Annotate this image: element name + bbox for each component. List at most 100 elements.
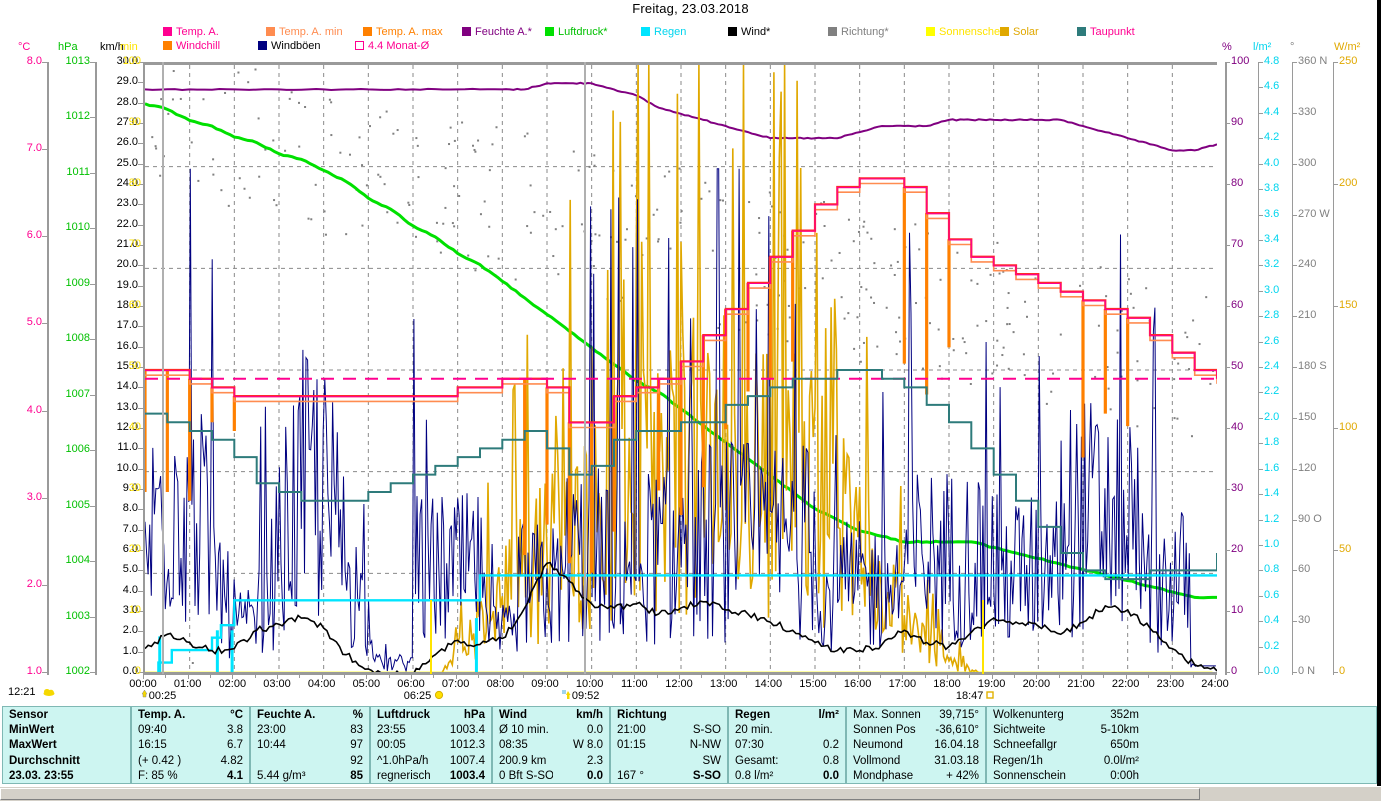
x-tick-label: 13:00 bbox=[709, 678, 738, 690]
table-cell-value: 6.7 bbox=[227, 739, 243, 752]
rain-axis-tick bbox=[1258, 163, 1263, 165]
direction-axis-tick-label: 210 bbox=[1298, 309, 1317, 322]
legend-luftdruck[interactable]: Luftdruck* bbox=[545, 26, 608, 39]
wind-axis-tick bbox=[138, 448, 143, 450]
wind-axis-tick-label: 6.0 bbox=[122, 543, 138, 555]
horizontal-scrollbar[interactable] bbox=[0, 786, 1381, 801]
direction-scatter-point bbox=[417, 176, 420, 179]
rain-axis-tick bbox=[1258, 112, 1263, 114]
direction-scatter-point bbox=[969, 382, 972, 385]
legend-taupunkt[interactable]: Taupunkt bbox=[1077, 26, 1135, 39]
direction-scatter-point bbox=[893, 228, 896, 231]
direction-scatter-point bbox=[616, 240, 619, 243]
direction-scatter-point bbox=[1136, 425, 1139, 428]
clock-time: 12:21 bbox=[8, 686, 36, 698]
wind-axis-tick bbox=[138, 387, 143, 389]
table-cell-value: 31.03.18 bbox=[934, 754, 979, 767]
direction-scatter-point bbox=[298, 145, 301, 148]
x-minor-tick bbox=[656, 675, 658, 678]
table-cell-label: 0 Bft S-SO bbox=[499, 770, 553, 783]
solar-axis-tick bbox=[1333, 428, 1338, 429]
pressure-axis-tick bbox=[90, 505, 95, 507]
wind-axis-tick-label: 18.0 bbox=[116, 299, 138, 311]
legend-temp-a-max[interactable]: Temp. A. max bbox=[363, 26, 443, 39]
table-row: 16:15 6.7 bbox=[132, 738, 249, 753]
rain-axis-tick-label: 4.2 bbox=[1264, 131, 1280, 144]
table-cell-label: Feuchte A. bbox=[257, 708, 316, 721]
scrollbar-thumb[interactable] bbox=[0, 788, 1200, 800]
pressure-axis-tick-label: 1010 bbox=[65, 221, 90, 234]
legend-monat-mittel[interactable]: 4.4 Monat-Ø bbox=[355, 40, 429, 53]
legend-temp-a[interactable]: Temp. A. bbox=[163, 26, 219, 39]
direction-scatter-point bbox=[770, 205, 773, 208]
x-minor-tick bbox=[1192, 675, 1194, 678]
rain-axis-tick-label: 1.6 bbox=[1264, 461, 1280, 474]
direction-scatter-point bbox=[786, 248, 789, 251]
sun-event-marker-line bbox=[981, 600, 984, 674]
wind-axis-tick bbox=[138, 529, 143, 531]
table-cell-label: 09:40 bbox=[138, 724, 167, 737]
x-tick bbox=[1081, 675, 1082, 679]
legend-richtung[interactable]: Richtung* bbox=[828, 26, 889, 39]
x-minor-tick bbox=[210, 675, 211, 678]
direction-scatter-point bbox=[1008, 323, 1011, 326]
rain-axis-tick bbox=[1258, 621, 1263, 623]
legend-regen[interactable]: Regen bbox=[641, 26, 686, 39]
direction-scatter-point bbox=[162, 155, 165, 158]
solar-axis-tick-label: 200 bbox=[1339, 177, 1358, 189]
solar-axis-tick bbox=[1333, 672, 1338, 673]
x-tick-label: 14:00 bbox=[754, 678, 783, 690]
direction-scatter-point bbox=[386, 211, 389, 214]
direction-scatter-point bbox=[830, 259, 833, 262]
direction-scatter-point bbox=[348, 153, 351, 156]
table-column-misc: Wolkenunterg 352m Sichtweite 5-10km Schneefa… bbox=[987, 707, 1376, 783]
direction-scatter-point bbox=[1002, 346, 1005, 349]
direction-scatter-point bbox=[989, 273, 992, 276]
humidity-axis-tick bbox=[1225, 367, 1230, 368]
direction-scatter-point bbox=[439, 251, 442, 254]
direction-scatter-point bbox=[580, 223, 583, 226]
direction-axis-tick-label: 30 bbox=[1298, 614, 1311, 627]
x-tick-label: 17:00 bbox=[888, 678, 917, 690]
wind-axis-tick bbox=[138, 651, 143, 653]
direction-axis-axis-line bbox=[1292, 62, 1293, 675]
rain-axis-tick bbox=[1258, 443, 1263, 445]
direction-scatter-point bbox=[678, 167, 681, 170]
chart-plot-area[interactable] bbox=[143, 62, 1217, 675]
legend-solar[interactable]: Solar bbox=[1000, 26, 1039, 39]
direction-scatter-point bbox=[893, 273, 896, 276]
legend-temp-a-min[interactable]: Temp. A. min bbox=[266, 26, 343, 39]
table-cell-label: F: 85 % bbox=[138, 770, 178, 783]
sunshine-axis-tick-label: 60 bbox=[128, 299, 141, 311]
table-row: 07:30 0.2 bbox=[729, 738, 845, 753]
legend-wind[interactable]: Wind* bbox=[728, 26, 770, 39]
humidity-axis-tick-label: 70 bbox=[1231, 238, 1244, 250]
direction-scatter-point bbox=[212, 158, 215, 161]
direction-scatter-point bbox=[171, 98, 174, 101]
x-minor-tick bbox=[701, 675, 703, 678]
direction-scatter-point bbox=[1186, 336, 1189, 339]
direction-scatter-point bbox=[154, 145, 157, 148]
legend-sonnenschein[interactable]: Sonnenschein bbox=[926, 26, 1009, 39]
pressure-axis-tick-label: 1003 bbox=[65, 609, 90, 622]
humidity-axis-tick bbox=[1225, 672, 1230, 673]
legend-swatch bbox=[728, 27, 737, 36]
direction-scatter-point bbox=[1106, 366, 1109, 369]
x-tick bbox=[589, 675, 591, 679]
legend-swatch bbox=[355, 41, 364, 50]
table-cell-label: Sonnenschein bbox=[993, 770, 1066, 783]
legend-windboeen[interactable]: Windböen bbox=[258, 40, 321, 53]
legend-feuchte-a[interactable]: Feuchte A.* bbox=[462, 26, 532, 39]
pressure-axis-tick bbox=[90, 283, 95, 285]
direction-scatter-point bbox=[996, 364, 999, 367]
direction-scatter-point bbox=[870, 296, 873, 299]
direction-scatter-point bbox=[758, 217, 761, 220]
direction-scatter-point bbox=[915, 302, 918, 305]
direction-axis-tick bbox=[1292, 468, 1297, 470]
table-cell-label: 10:44 bbox=[257, 739, 286, 752]
direction-scatter-point bbox=[160, 98, 163, 101]
wind-axis-tick bbox=[138, 265, 143, 267]
x-tick bbox=[411, 675, 412, 679]
legend-windchill[interactable]: Windchill bbox=[163, 40, 220, 53]
x-minor-tick bbox=[1103, 675, 1105, 678]
